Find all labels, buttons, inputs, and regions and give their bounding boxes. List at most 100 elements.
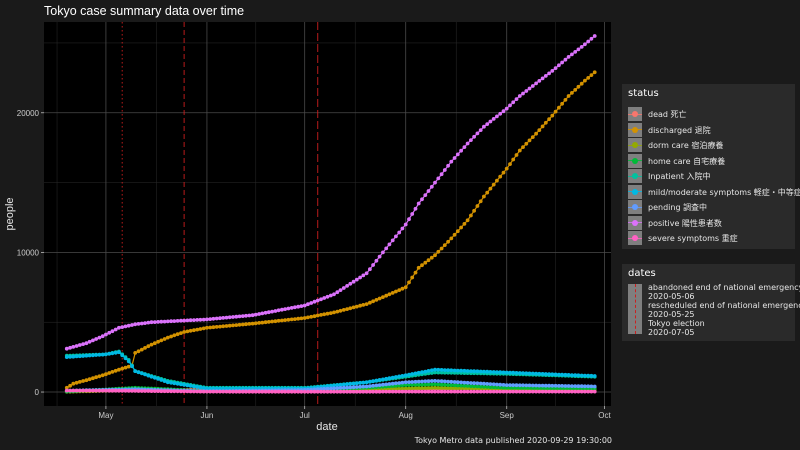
series-point	[139, 321, 144, 326]
series-point	[152, 375, 157, 380]
series-point	[234, 323, 239, 327]
series-point	[185, 329, 190, 334]
series-point	[429, 371, 434, 375]
series-point	[341, 389, 346, 394]
series-point	[123, 356, 128, 361]
series-point	[521, 389, 525, 394]
series-point	[130, 323, 134, 327]
series-point	[361, 380, 366, 385]
series-point	[537, 128, 542, 133]
series-point	[452, 368, 457, 373]
series-point	[64, 346, 69, 351]
series-point	[270, 309, 274, 314]
series-point	[436, 370, 441, 375]
series-point	[81, 379, 85, 383]
series-point	[511, 389, 516, 394]
series-point	[315, 298, 320, 303]
series-point	[423, 389, 428, 394]
series-point	[429, 386, 434, 390]
series-point	[302, 389, 307, 394]
series-point	[442, 370, 447, 375]
series-point	[227, 389, 232, 394]
series-point	[309, 314, 314, 319]
series-point	[325, 311, 330, 316]
series-point	[100, 388, 105, 393]
series-point	[491, 382, 496, 387]
series	[64, 70, 597, 390]
series-point	[345, 284, 349, 288]
series-point	[589, 389, 594, 394]
series-point	[107, 388, 112, 393]
series-point	[530, 84, 535, 88]
series	[64, 388, 597, 394]
series-point	[198, 327, 203, 331]
series-point	[276, 389, 281, 394]
series-point	[358, 275, 362, 280]
series-point	[504, 389, 509, 394]
series-point	[322, 312, 327, 317]
series-point	[570, 91, 574, 95]
series-point	[188, 318, 193, 323]
series-point	[403, 222, 408, 227]
series-point	[407, 383, 411, 387]
series-point	[462, 389, 467, 394]
series-point	[253, 312, 258, 317]
series-point	[325, 294, 330, 299]
series-point	[527, 389, 532, 394]
series-point	[104, 372, 108, 377]
series-point	[273, 319, 278, 324]
series-point	[94, 337, 98, 341]
status-legend-key	[628, 200, 642, 214]
series-point	[495, 389, 499, 394]
series-point	[410, 372, 415, 376]
series-point	[293, 305, 297, 310]
status-legend-key	[628, 215, 642, 230]
y-tick-label: 10000	[17, 248, 40, 257]
series-point	[306, 302, 310, 307]
series-point	[563, 372, 568, 377]
series-point	[211, 316, 216, 321]
series-point	[501, 385, 506, 390]
series-point	[110, 351, 115, 356]
series-point	[84, 388, 89, 393]
series-point	[504, 166, 509, 171]
x-tick-label: Jul	[300, 411, 310, 420]
series-point	[384, 376, 389, 381]
series-point	[117, 325, 121, 330]
series-point	[524, 386, 529, 390]
series-point	[253, 389, 258, 394]
series-point	[403, 389, 408, 394]
series-point	[397, 230, 402, 235]
series-point	[472, 369, 476, 374]
series-point	[319, 387, 323, 391]
series-point	[413, 371, 418, 376]
series-point	[143, 346, 147, 350]
series-point	[332, 310, 336, 315]
series-point	[358, 303, 362, 308]
series-point	[589, 36, 594, 41]
data-source-caption: Tokyo Metro data published 2020-09-29 19…	[414, 436, 612, 445]
series-point	[485, 190, 490, 195]
series-point	[214, 316, 219, 321]
series-point	[413, 382, 418, 387]
series-point	[410, 275, 415, 280]
series-point	[221, 389, 226, 394]
series-point	[156, 389, 161, 393]
series-point	[527, 86, 532, 91]
series-point	[156, 320, 161, 324]
series-point	[540, 383, 545, 388]
series-point	[514, 153, 519, 157]
series-point	[530, 386, 535, 390]
series-point	[485, 389, 490, 394]
series-point	[534, 389, 538, 394]
series-point	[162, 319, 167, 324]
series-point	[547, 372, 551, 377]
series-point	[68, 345, 72, 350]
series-point	[91, 376, 95, 381]
series-point	[495, 178, 499, 183]
series-point	[97, 388, 102, 393]
series-point	[325, 386, 330, 391]
series-point	[149, 320, 154, 325]
series-point	[423, 260, 428, 265]
status-legend-label: Inpatient 入院中	[648, 172, 711, 181]
